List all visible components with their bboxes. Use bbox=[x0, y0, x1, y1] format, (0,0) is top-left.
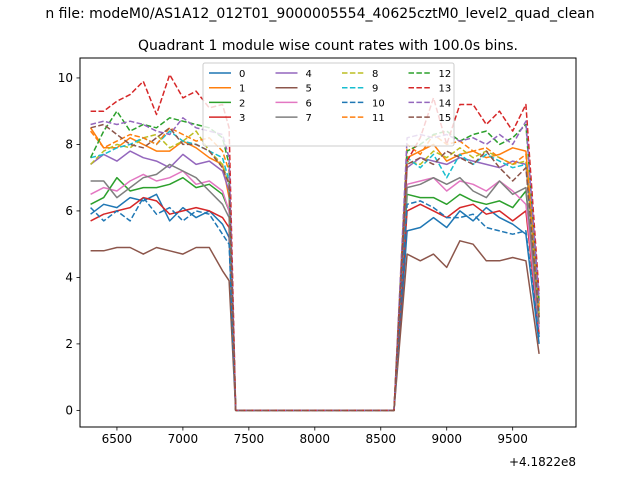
legend-label-7: 7 bbox=[306, 113, 312, 124]
legend-label-15: 15 bbox=[439, 113, 452, 124]
plot-frame bbox=[79, 57, 577, 428]
legend-label-13: 13 bbox=[439, 84, 452, 95]
x-axis: 6500 7000 7500 8000 8500 9000 9500 bbox=[102, 427, 528, 446]
x-tick-label: 6500 bbox=[102, 432, 133, 446]
y-tick-label: 8 bbox=[65, 137, 73, 151]
x-tick-label: 7000 bbox=[168, 432, 199, 446]
y-tick-label: 2 bbox=[65, 337, 73, 351]
series-line-13 bbox=[90, 73, 540, 412]
legend-label-11: 11 bbox=[372, 113, 385, 124]
legend-label-6: 6 bbox=[306, 98, 312, 109]
series-line-14 bbox=[90, 117, 540, 412]
legend-label-8: 8 bbox=[372, 69, 378, 80]
y-tick-label: 6 bbox=[65, 204, 73, 218]
x-offset-label: +4.1822e8 bbox=[509, 455, 576, 469]
series-line-10 bbox=[90, 196, 540, 412]
y-tick-label: 4 bbox=[65, 270, 73, 284]
x-tick-label: 8500 bbox=[365, 432, 396, 446]
legend-label-1: 1 bbox=[239, 84, 245, 95]
series-line-5 bbox=[90, 240, 540, 412]
legend-label-9: 9 bbox=[372, 84, 378, 95]
legend-label-12: 12 bbox=[439, 69, 452, 80]
x-tick-label: 9500 bbox=[497, 432, 528, 446]
y-tick-label: 10 bbox=[58, 71, 73, 85]
legend-label-5: 5 bbox=[306, 84, 312, 95]
series-line-1 bbox=[89, 127, 540, 412]
chart-suptitle: n file: modeM0/AS1A12_012T01_9000005554_… bbox=[45, 6, 594, 22]
series-line-3 bbox=[90, 196, 540, 412]
series-layer bbox=[89, 73, 540, 412]
legend-label-3: 3 bbox=[239, 113, 245, 124]
series-line-11 bbox=[90, 127, 540, 412]
legend-label-10: 10 bbox=[372, 98, 385, 109]
series-line-6 bbox=[90, 170, 540, 412]
legend-label-14: 14 bbox=[439, 98, 452, 109]
chart-title: Quadrant 1 module wise count rates with … bbox=[138, 38, 518, 54]
x-tick-label: 8000 bbox=[300, 432, 331, 446]
y-axis: 0 2 4 6 8 10 bbox=[58, 71, 80, 417]
series-line-0 bbox=[90, 193, 540, 412]
legend-label-4: 4 bbox=[306, 69, 312, 80]
series-line-2 bbox=[90, 176, 540, 412]
legend-frame bbox=[202, 62, 455, 147]
x-tick-label: 9000 bbox=[431, 432, 462, 446]
x-tick-label: 7500 bbox=[234, 432, 265, 446]
series-line-15 bbox=[90, 123, 540, 412]
legend-label-2: 2 bbox=[239, 98, 245, 109]
legend-label-0: 0 bbox=[239, 69, 245, 80]
y-tick-label: 0 bbox=[65, 403, 73, 417]
